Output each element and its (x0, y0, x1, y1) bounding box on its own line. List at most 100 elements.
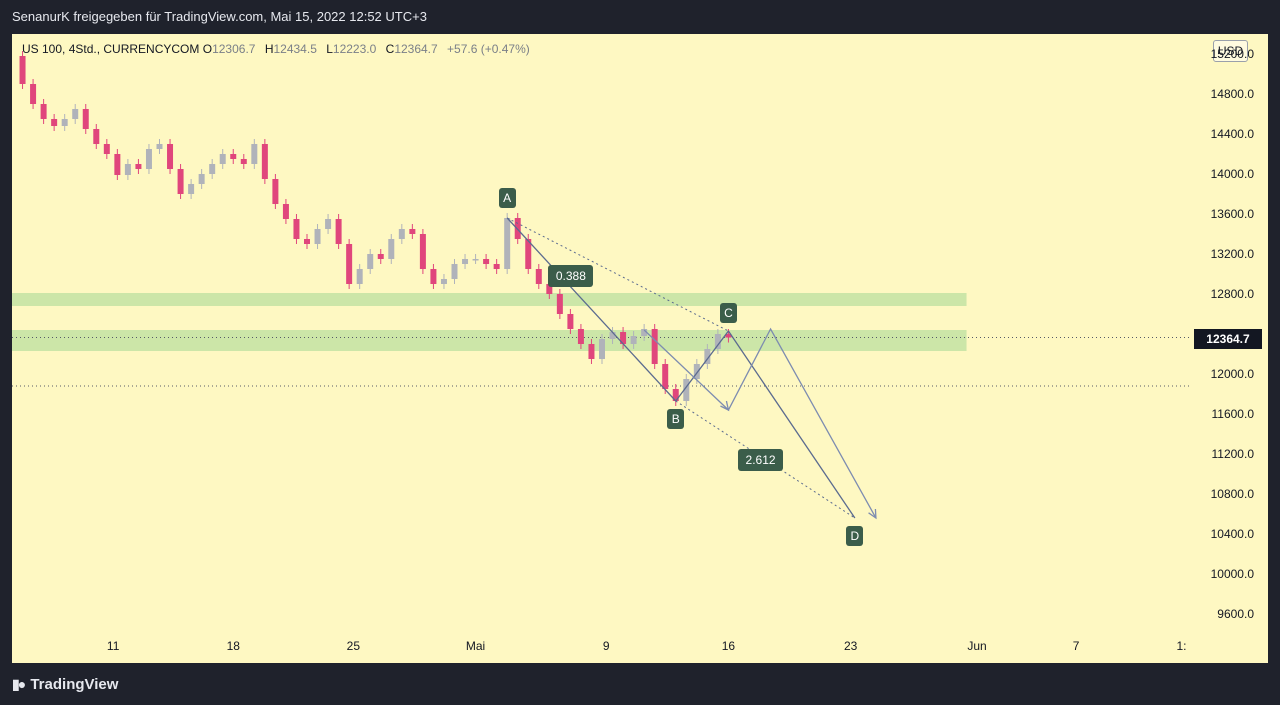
candle-body (219, 154, 226, 164)
candle-body (251, 144, 258, 164)
price-tick-label: 12800.0 (1210, 287, 1254, 301)
shared-by-text: SenanurK freigegeben für TradingView.com… (12, 9, 427, 24)
projection-arrow-head (868, 508, 877, 520)
bottom-bar (0, 663, 1280, 705)
open-label: O (202, 42, 213, 56)
price-tick-label: 13600.0 (1210, 207, 1254, 221)
candle-body (82, 109, 89, 129)
candle-body (430, 269, 437, 284)
price-tick-label: 14000.0 (1210, 167, 1254, 181)
candle-body (124, 164, 131, 175)
close-label: C (385, 42, 395, 56)
low-value: 12223.0 (332, 42, 377, 56)
pattern-leg-cd (727, 330, 856, 519)
high-label: H (264, 42, 274, 56)
candle-body (451, 264, 458, 279)
time-tick-label: 18 (226, 639, 240, 653)
time-tick-label: 7 (1072, 639, 1080, 653)
candle-body (409, 229, 416, 234)
candle-body (493, 264, 500, 269)
pattern-point-a[interactable]: A (498, 188, 516, 208)
tradingview-brand[interactable]: ▮● TradingView (12, 676, 118, 693)
candle-body (672, 389, 679, 401)
candle-body (198, 174, 205, 184)
price-tick-label: 15200.0 (1210, 47, 1254, 61)
pattern-point-b[interactable]: B (667, 409, 685, 429)
brand-text: TradingView (30, 676, 119, 693)
low-label: L (326, 42, 333, 56)
time-tick-label: 23 (843, 639, 858, 653)
candle-body (525, 239, 532, 269)
candle-body (145, 149, 152, 169)
candle-body (135, 164, 142, 169)
candle-body (630, 336, 637, 344)
candle-body (230, 154, 237, 159)
close-value: 12364.7 (394, 42, 438, 56)
candle-body (440, 279, 447, 284)
time-tick-label: Jun (967, 639, 987, 653)
time-tick-label: Mai (465, 639, 486, 653)
candle-body (114, 154, 121, 175)
candle-body (293, 219, 300, 239)
time-tick-label: 1: (1176, 639, 1187, 653)
price-tick-label: 13200.0 (1210, 247, 1254, 261)
pattern-point-d[interactable]: D (846, 526, 864, 546)
candle-body (683, 379, 690, 401)
candle-body (240, 159, 247, 164)
candle-body (377, 254, 384, 259)
candle-body (483, 259, 490, 264)
candle-body (535, 269, 542, 284)
pattern-leg-bc (675, 330, 729, 402)
candle-body (546, 284, 553, 294)
candle-body (504, 218, 511, 269)
candle-body (40, 104, 47, 119)
candle-body (103, 144, 110, 154)
projection-dip-arrow (720, 400, 730, 412)
ratio-label[interactable]: 0.388 (548, 265, 594, 287)
price-tick-label: 14800.0 (1210, 87, 1254, 101)
candle-body (356, 269, 363, 284)
candle-body (261, 144, 268, 179)
candle-body (30, 84, 37, 104)
price-tick-label: 9600.0 (1217, 607, 1254, 621)
candle-body (51, 119, 58, 126)
candle-body (419, 234, 426, 269)
projection-path (643, 327, 877, 519)
candle-body (704, 349, 711, 364)
candle-body (304, 239, 310, 244)
currency-button[interactable]: USD (1213, 40, 1248, 62)
price-tick-label: 11200.0 (1211, 447, 1255, 461)
price-tick-label: 14400.0 (1210, 127, 1254, 141)
candle-body (641, 329, 648, 336)
ratio-label[interactable]: 2.612 (738, 449, 784, 471)
candle-body (567, 314, 574, 329)
pattern-point-c[interactable]: C (719, 303, 737, 323)
last-price-tag: 12364.7 (1194, 329, 1262, 349)
time-tick-label: 9 (602, 639, 610, 653)
candle-body (588, 344, 595, 359)
candle-body (93, 129, 100, 144)
time-tick-label: 16 (721, 639, 736, 653)
candle-body (693, 364, 700, 379)
candle-body (335, 219, 342, 244)
candle-body (472, 259, 479, 261)
candle-body (167, 144, 174, 169)
symbol-label: US 100, 4Std., CURRENCYCOM (22, 42, 200, 56)
time-tick-label: 25 (346, 639, 361, 653)
candle-body (188, 184, 195, 194)
pattern-leg-ab (506, 217, 677, 402)
candle-body (556, 294, 563, 314)
candle-body (209, 164, 216, 174)
candle-body (609, 332, 616, 339)
price-tick-label: 11600.0 (1211, 407, 1255, 421)
candle-body (599, 339, 605, 359)
candle-body (346, 244, 353, 284)
candle-body (19, 56, 26, 84)
candle-body (398, 229, 405, 239)
candle-body (72, 109, 79, 119)
open-value: 12306.7 (212, 42, 256, 56)
candle-body (725, 334, 732, 338)
candle-body (314, 229, 321, 244)
change-value: +57.6 (+0.47%) (447, 42, 530, 56)
